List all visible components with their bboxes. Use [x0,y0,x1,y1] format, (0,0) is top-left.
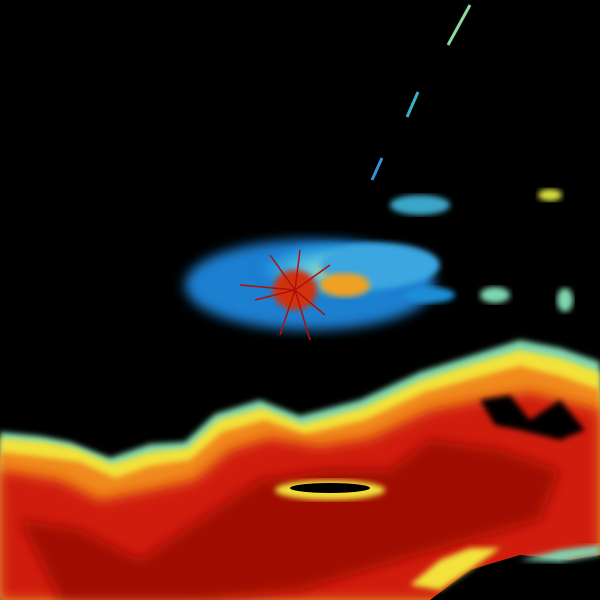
precip-band [0,340,600,600]
clutter-blob [185,189,573,341]
radial-streaks [370,4,472,181]
